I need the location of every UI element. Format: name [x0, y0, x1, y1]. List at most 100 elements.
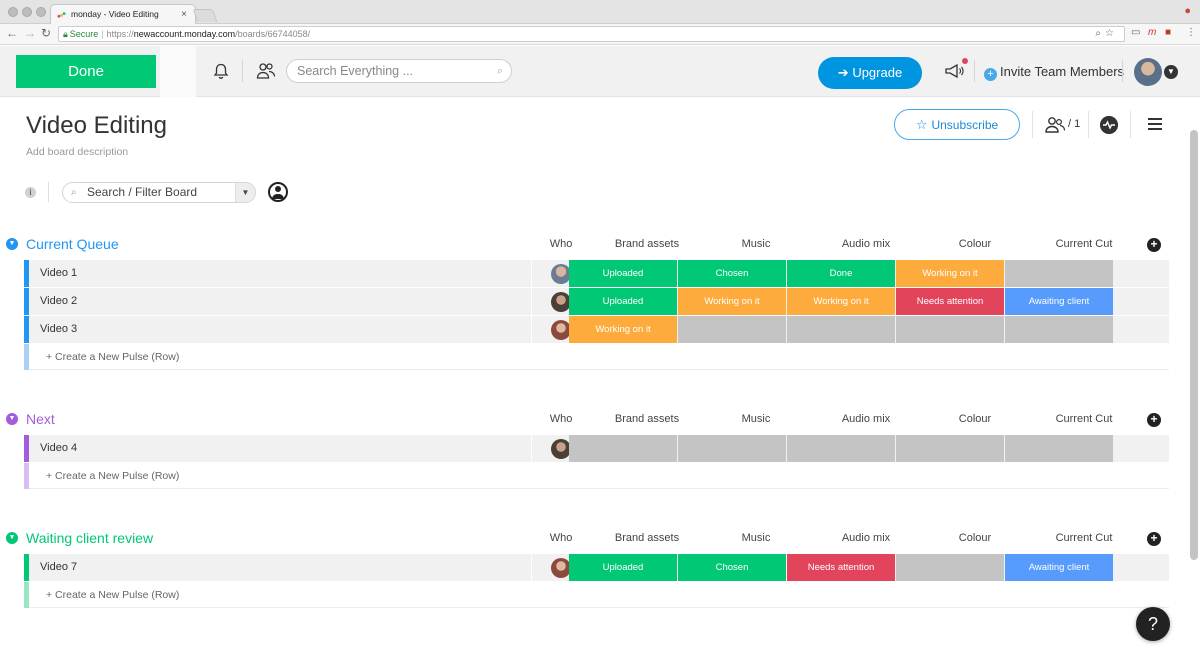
column-header-current-cut[interactable]: Current Cut — [1055, 532, 1113, 544]
status-cell[interactable]: Working on it — [787, 288, 895, 315]
status-cell[interactable] — [896, 435, 1004, 462]
subscribers-count[interactable]: / 1 — [1068, 118, 1081, 130]
url-field[interactable]: 🔒︎ Secure | https://newaccount.monday.com/b… — [58, 26, 1125, 42]
column-header-who[interactable]: Who — [549, 532, 573, 544]
add-column-icon[interactable]: + — [1147, 532, 1161, 546]
status-cell[interactable]: Uploaded — [569, 260, 677, 287]
status-cell[interactable]: Working on it — [569, 316, 677, 343]
column-header-colour[interactable]: Colour — [958, 532, 992, 544]
done-button[interactable]: Done — [16, 55, 156, 88]
add-column-icon[interactable]: + — [1147, 413, 1161, 427]
filter-dropdown-icon[interactable]: ▼ — [235, 183, 255, 202]
column-header-brand-assets[interactable]: Brand assets — [614, 413, 680, 425]
board-description[interactable]: Add board description — [26, 146, 129, 158]
window-zoom-button[interactable] — [36, 7, 46, 17]
person-avatar[interactable] — [551, 264, 571, 284]
status-cell[interactable]: Uploaded — [569, 288, 677, 315]
bookmark-star-icon[interactable]: ⌕☆ — [1095, 28, 1118, 39]
column-header-music[interactable]: Music — [741, 238, 771, 250]
status-cell[interactable] — [787, 316, 895, 343]
table-row[interactable]: Video 2 Uploaded Working on it Working on i… — [24, 288, 1169, 315]
team-icon[interactable] — [256, 62, 276, 80]
hamburger-menu-icon[interactable] — [1148, 118, 1162, 130]
status-cell[interactable]: Chosen — [678, 554, 786, 581]
add-column-icon[interactable]: + — [1147, 238, 1161, 252]
status-cell[interactable] — [1005, 435, 1113, 462]
column-header-who[interactable]: Who — [549, 238, 573, 250]
window-minimize-button[interactable] — [22, 7, 32, 17]
pulse-name[interactable]: Video 3 — [40, 323, 78, 335]
column-header-who[interactable]: Who — [549, 413, 573, 425]
table-row[interactable]: Video 7 Uploaded Chosen Needs attention Awai… — [24, 554, 1169, 581]
person-avatar[interactable] — [551, 292, 571, 312]
create-pulse-row[interactable]: + Create a New Pulse (Row) — [24, 344, 1169, 370]
back-icon[interactable]: ← — [6, 26, 18, 40]
group-title[interactable]: Next — [26, 411, 55, 427]
person-avatar[interactable] — [551, 320, 571, 340]
column-header-audio-mix[interactable]: Audio mix — [841, 532, 891, 544]
column-header-music[interactable]: Music — [741, 532, 771, 544]
window-close-button[interactable] — [8, 7, 18, 17]
pulse-name[interactable]: Video 2 — [40, 295, 78, 307]
bell-icon[interactable] — [213, 63, 229, 80]
new-tab-button[interactable] — [192, 9, 218, 22]
group-title[interactable]: Current Queue — [26, 236, 119, 252]
person-avatar[interactable] — [551, 558, 571, 578]
column-header-audio-mix[interactable]: Audio mix — [841, 413, 891, 425]
extension-badge-icon[interactable]: ■ — [1165, 27, 1172, 38]
status-cell[interactable]: Done — [787, 260, 895, 287]
group-title[interactable]: Waiting client review — [26, 530, 154, 546]
column-header-colour[interactable]: Colour — [958, 238, 992, 250]
browser-profile-icon[interactable]: ● — [1184, 5, 1191, 17]
upgrade-button[interactable]: ➔ Upgrade — [818, 57, 922, 89]
pulse-name[interactable]: Video 1 — [40, 267, 78, 279]
status-cell[interactable] — [678, 435, 786, 462]
status-cell[interactable] — [569, 435, 677, 462]
status-cell[interactable] — [1005, 260, 1113, 287]
search-everything-input[interactable]: Search Everything ... ⌕ — [286, 59, 512, 83]
pulse-name[interactable]: Video 7 — [40, 561, 78, 573]
create-pulse-label[interactable]: + Create a New Pulse (Row) — [46, 470, 180, 482]
column-header-music[interactable]: Music — [741, 413, 771, 425]
table-row[interactable]: Video 3 Working on it — [24, 316, 1169, 343]
tab-close-icon[interactable]: × — [181, 9, 187, 20]
unsubscribe-button[interactable]: ☆ Unsubscribe — [894, 109, 1020, 140]
info-icon[interactable]: i — [25, 187, 36, 198]
status-cell[interactable] — [787, 435, 895, 462]
create-pulse-label[interactable]: + Create a New Pulse (Row) — [46, 589, 180, 601]
column-header-current-cut[interactable]: Current Cut — [1055, 413, 1113, 425]
column-header-current-cut[interactable]: Current Cut — [1055, 238, 1113, 250]
megaphone-icon[interactable] — [944, 62, 964, 80]
browser-tab[interactable]: monday - Video Editing × — [50, 4, 196, 24]
forward-icon[interactable]: → — [24, 26, 36, 40]
status-cell[interactable] — [678, 316, 786, 343]
subscribers-icon[interactable] — [1044, 116, 1066, 134]
chevron-down-icon[interactable]: ▼ — [6, 413, 18, 425]
status-cell[interactable]: Working on it — [678, 288, 786, 315]
status-cell[interactable] — [896, 554, 1004, 581]
status-cell[interactable] — [896, 316, 1004, 343]
pulse-name[interactable]: Video 4 — [40, 442, 78, 454]
create-pulse-row[interactable]: + Create a New Pulse (Row) — [24, 463, 1169, 489]
status-cell[interactable]: Uploaded — [569, 554, 677, 581]
chevron-down-icon[interactable]: ▼ — [1164, 65, 1178, 79]
activity-icon[interactable] — [1100, 116, 1118, 134]
column-header-brand-assets[interactable]: Brand assets — [614, 532, 680, 544]
table-row[interactable]: Video 1 Uploaded Chosen Done Working on it — [24, 260, 1169, 287]
column-header-audio-mix[interactable]: Audio mix — [841, 238, 891, 250]
chevron-down-icon[interactable]: ▼ — [6, 532, 18, 544]
status-cell[interactable] — [1005, 316, 1113, 343]
help-button[interactable]: ? — [1136, 607, 1170, 641]
status-cell[interactable]: Chosen — [678, 260, 786, 287]
column-header-colour[interactable]: Colour — [958, 413, 992, 425]
reload-icon[interactable]: ↻ — [41, 26, 52, 40]
table-row[interactable]: Video 4 — [24, 435, 1169, 462]
column-header-brand-assets[interactable]: Brand assets — [614, 238, 680, 250]
invite-team-members-button[interactable]: + Invite Team Members — [984, 64, 1124, 81]
status-cell[interactable]: Working on it — [896, 260, 1004, 287]
chevron-down-icon[interactable]: ▼ — [6, 238, 18, 250]
status-cell[interactable]: Needs attention — [896, 288, 1004, 315]
create-pulse-row[interactable]: + Create a New Pulse (Row) — [24, 582, 1169, 608]
status-cell[interactable]: Needs attention — [787, 554, 895, 581]
person-filter-icon[interactable] — [268, 182, 288, 202]
